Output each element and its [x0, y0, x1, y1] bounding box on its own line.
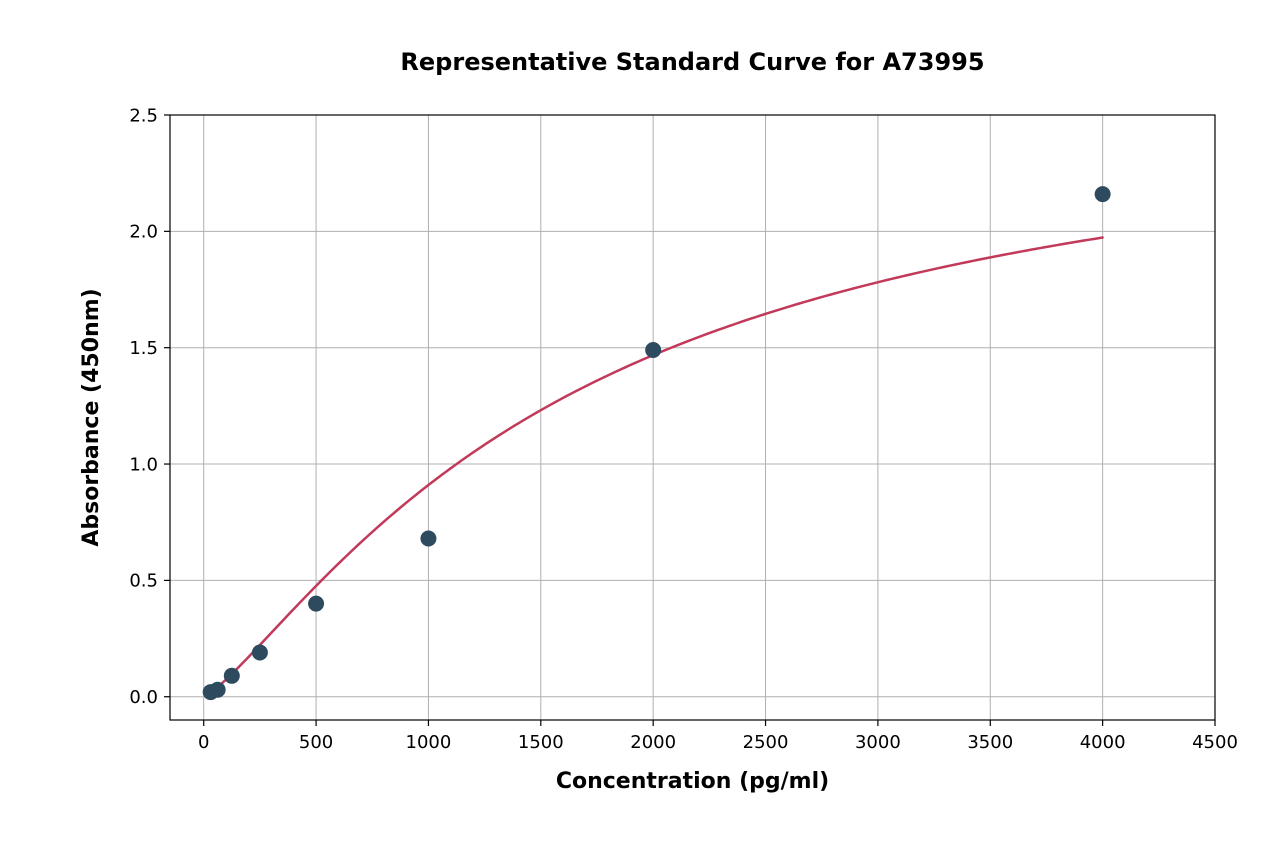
data-point [252, 645, 268, 661]
y-tick-label: 0.5 [129, 571, 158, 592]
y-tick-label: 1.0 [129, 454, 158, 475]
x-ticks: 0 500 1000 1500 2000 2500 3000 3500 4000 4500 [198, 720, 1238, 753]
y-tick-label: 0.0 [129, 687, 158, 708]
x-tick-label: 3000 [855, 732, 901, 753]
data-point [645, 342, 661, 358]
x-tick-label: 4000 [1080, 732, 1126, 753]
chart-container: 0500100015002000250030003500400045000.00… [0, 0, 1280, 845]
y-tick-label: 2.5 [129, 105, 158, 126]
data-point [1095, 186, 1111, 202]
y-tick-label: 1.5 [129, 338, 158, 359]
y-axis-label: Absorbance (450nm) [79, 288, 104, 546]
x-tick-label: 0 [198, 732, 209, 753]
data-point [420, 531, 436, 547]
standard-curve-chart: 0500100015002000250030003500400045000.00… [0, 0, 1280, 845]
x-tick-label: 3500 [967, 732, 1013, 753]
data-point [210, 682, 226, 698]
y-ticks: 0.0 0.5 1.0 1.5 2.0 2.5 [129, 105, 170, 708]
x-tick-label: 2000 [630, 732, 676, 753]
x-tick-label: 500 [299, 732, 333, 753]
x-tick-label: 1000 [406, 732, 452, 753]
x-tick-label: 2500 [743, 732, 789, 753]
data-point [224, 668, 240, 684]
x-tick-label: 4500 [1192, 732, 1238, 753]
y-tick-label: 2.0 [129, 222, 158, 243]
plot-area [170, 115, 1215, 720]
data-point [308, 596, 324, 612]
x-tick-label: 1500 [518, 732, 564, 753]
x-axis-label: Concentration (pg/ml) [556, 769, 829, 794]
chart-title: Representative Standard Curve for A73995 [400, 48, 984, 76]
